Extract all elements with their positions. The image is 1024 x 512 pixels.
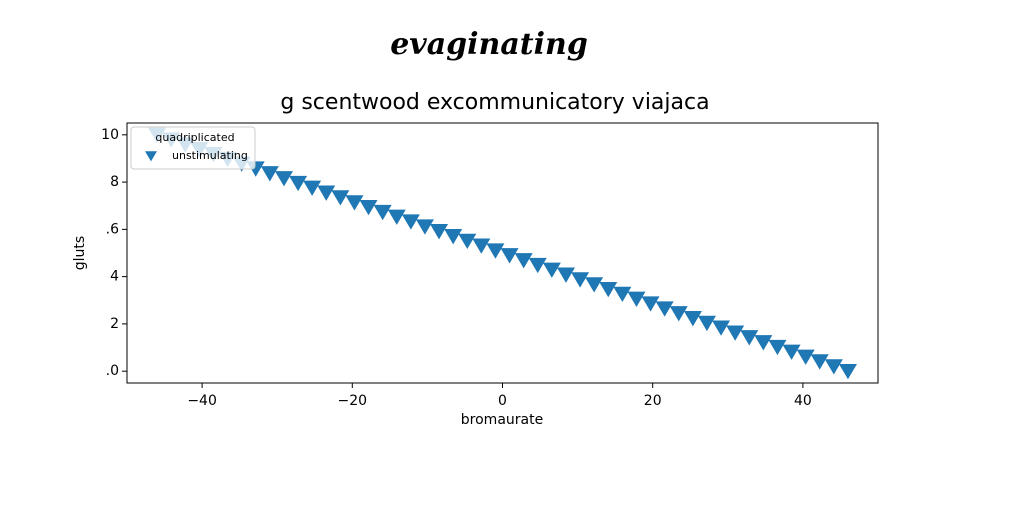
x-tick-label: 0 <box>498 393 507 409</box>
y-tick-label: 4 <box>110 269 119 285</box>
scatter-point <box>458 233 477 250</box>
scatter-point <box>571 272 590 288</box>
scatter-point <box>274 171 293 187</box>
suptitle: evaginating <box>390 27 588 62</box>
scatter-point <box>401 214 420 230</box>
scatter-point <box>697 315 716 332</box>
legend-marker <box>145 151 157 162</box>
scatter-point <box>303 180 322 196</box>
scatter-point <box>415 219 434 235</box>
scatter-point <box>486 243 505 259</box>
scatter-point <box>289 175 308 192</box>
scatter-point <box>528 257 547 274</box>
scatter-point <box>824 359 843 375</box>
scatter-point <box>726 325 745 341</box>
y-tick-label: 10 <box>101 127 119 143</box>
scatter-point <box>782 344 801 360</box>
scatter-point <box>585 277 604 293</box>
x-tick-label: −20 <box>338 393 368 409</box>
scatter-point <box>500 248 519 264</box>
scatter-point <box>317 185 336 201</box>
scatter-point <box>331 190 350 206</box>
scatter-point <box>768 339 787 356</box>
legend-title: quadriplicated <box>155 131 234 144</box>
scatter-point <box>655 301 674 317</box>
scatter-point <box>599 281 618 298</box>
scatter-point <box>345 195 364 211</box>
scatter-point <box>472 238 491 254</box>
x-tick-label: 20 <box>644 393 662 409</box>
x-axis-label: bromaurate <box>461 412 543 428</box>
scatter-point <box>387 209 406 225</box>
scatter-point <box>754 335 773 351</box>
scatter-point <box>810 354 829 370</box>
legend: quadriplicated unstimulating <box>130 126 256 170</box>
y-tick-label: .6 <box>106 221 119 237</box>
scatter-point <box>712 320 731 336</box>
legend-box <box>130 126 256 170</box>
scatter-point <box>627 291 646 307</box>
scatter-point <box>260 166 279 182</box>
scatter-point <box>514 253 533 269</box>
scatter-point <box>613 286 632 302</box>
scatter-point <box>796 349 815 365</box>
scatter-point <box>641 296 660 312</box>
legend-label: unstimulating <box>172 149 248 162</box>
scatter-point <box>669 306 688 322</box>
scatter-point <box>359 199 378 216</box>
x-tick-label: −40 <box>187 393 217 409</box>
y-tick-label: .0 <box>106 363 119 379</box>
chart-title: g scentwood excommunicatory viajaca <box>280 90 709 115</box>
scatter-point <box>444 229 463 245</box>
y-tick-label: 2 <box>110 316 119 332</box>
scatter-point <box>683 311 702 327</box>
scatter-point <box>542 262 561 278</box>
scatter-point <box>556 267 575 283</box>
scatter-point <box>430 224 449 240</box>
y-tick-label: 8 <box>110 174 119 190</box>
y-axis-label: gluts <box>72 236 88 270</box>
scatter-point <box>838 363 857 380</box>
x-tick-label: 40 <box>794 393 812 409</box>
scatter-point <box>740 330 759 346</box>
scatter-point <box>373 204 392 221</box>
